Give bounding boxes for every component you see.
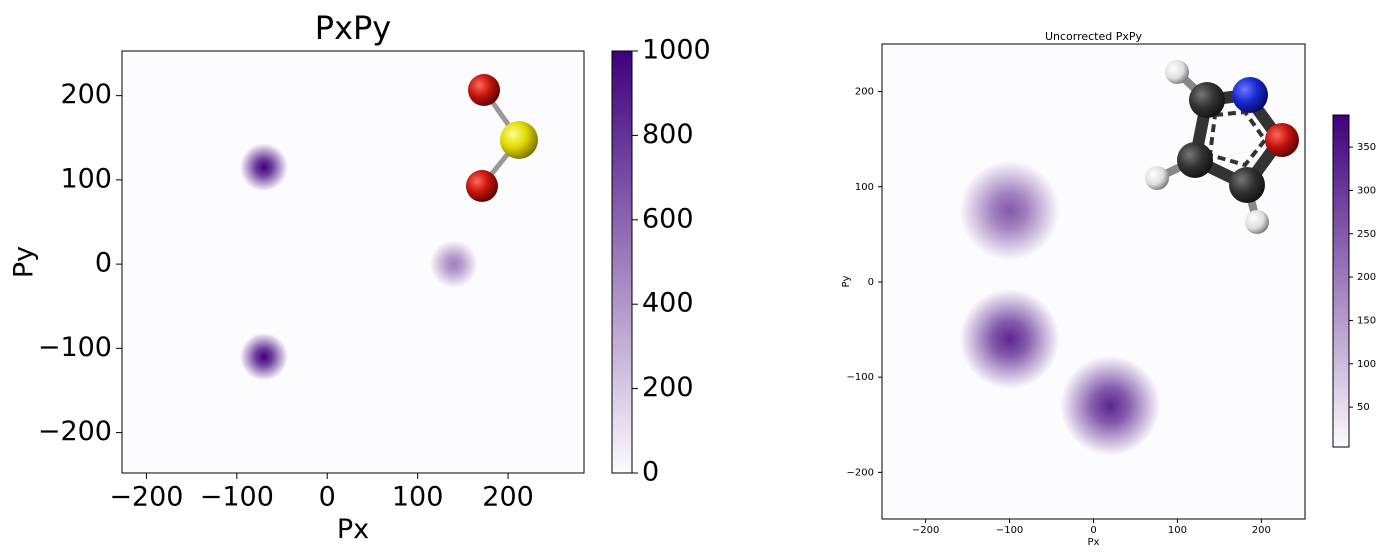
colorbar-tick-label: 600 bbox=[642, 203, 694, 234]
x-tick-label: −100 bbox=[200, 481, 274, 512]
y-tick-label: 200 bbox=[855, 87, 874, 98]
density-peak bbox=[239, 332, 288, 381]
x-tick-label: 100 bbox=[1168, 525, 1187, 536]
y-tick-label: 100 bbox=[855, 182, 874, 193]
x-tick-label: 200 bbox=[482, 481, 534, 512]
plots: −200 −100 0 100 200−200−1000100200PxPyPxPy02… bbox=[8, 9, 1376, 548]
isoxazole-molecule bbox=[1145, 60, 1299, 234]
y-tick-label: −200 bbox=[847, 467, 874, 478]
y-tick-label: 0 bbox=[868, 277, 874, 288]
x-tick-label: 100 bbox=[392, 481, 444, 512]
colorbar bbox=[1332, 114, 1350, 448]
x-tick-label: 0 bbox=[319, 481, 336, 512]
colorbar-tick-label: 350 bbox=[1357, 142, 1376, 153]
x-tick-label: −200 bbox=[109, 481, 183, 512]
y-tick-label: 200 bbox=[60, 79, 112, 110]
chart-title: Uncorrected PxPy bbox=[1045, 30, 1143, 43]
x-tick-label: −200 bbox=[912, 525, 939, 536]
colorbar-tick-label: 400 bbox=[642, 288, 694, 319]
colorbar-tick-label: 800 bbox=[642, 119, 694, 150]
chart-title: PxPy bbox=[315, 9, 391, 47]
heatmap bbox=[959, 160, 1161, 456]
density-peak bbox=[959, 160, 1060, 261]
y-tick-label: −100 bbox=[847, 372, 874, 383]
y-tick-label: 100 bbox=[60, 163, 112, 194]
y-tick-label: −200 bbox=[38, 416, 112, 447]
colorbar-tick-label: 1000 bbox=[642, 35, 711, 66]
colorbar-tick-label: 0 bbox=[642, 457, 659, 488]
x-tick-label: 0 bbox=[1090, 525, 1096, 536]
heatmap bbox=[239, 143, 478, 381]
density-peak bbox=[429, 240, 478, 289]
colorbar-tick-label: 150 bbox=[1357, 315, 1376, 326]
colorbar-tick-label: 200 bbox=[1357, 272, 1376, 283]
y-tick-label: 0 bbox=[95, 248, 112, 279]
x-axis-label: Px bbox=[1088, 537, 1100, 548]
x-tick-label: 200 bbox=[1252, 525, 1271, 536]
y-axis-label: Py bbox=[8, 246, 39, 278]
density-peak bbox=[1060, 355, 1161, 456]
density-peak bbox=[959, 289, 1060, 390]
colorbar-tick-label: 250 bbox=[1357, 229, 1376, 240]
density-peak bbox=[239, 143, 288, 192]
x-tick-label: −100 bbox=[996, 525, 1023, 536]
plot-area bbox=[122, 51, 584, 473]
plot-frame bbox=[121, 50, 585, 474]
y-axis-label: Py bbox=[841, 275, 852, 287]
so2-molecule bbox=[466, 74, 538, 202]
colorbar-tick-label: 50 bbox=[1357, 402, 1370, 413]
colorbar-tick-label: 100 bbox=[1357, 359, 1376, 370]
colorbar bbox=[611, 50, 633, 474]
colorbar-tick-label: 300 bbox=[1357, 185, 1376, 196]
y-tick-label: −100 bbox=[38, 332, 112, 363]
colorbar-tick-label: 200 bbox=[642, 372, 694, 403]
x-axis-label: Px bbox=[337, 514, 369, 545]
